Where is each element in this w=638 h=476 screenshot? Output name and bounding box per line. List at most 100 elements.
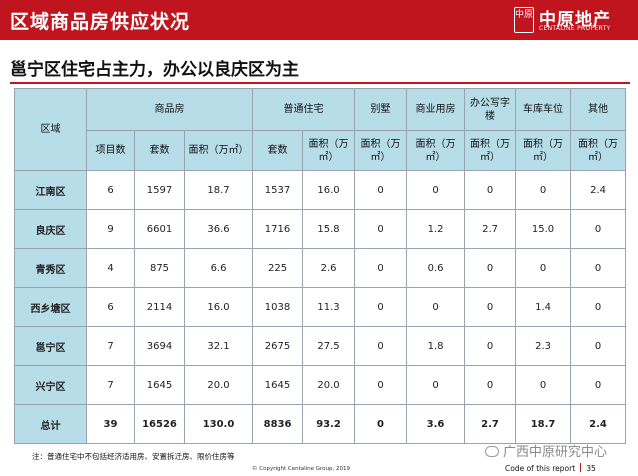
table-cell: 0 [406, 287, 466, 327]
table-cell: 32.1 [183, 326, 254, 366]
total-row: 总计 39 16526 130.0 8836 93.2 0 3.6 2.7 18.7 2.4 [14, 404, 627, 444]
table-cell: 0 [515, 248, 572, 288]
table-row: 青秀区 4 875 6.6 225 2.6 0 0.6 0 0 0 [14, 248, 627, 288]
table-cell: 0 [354, 404, 408, 444]
table-cell: 2.7 [464, 209, 517, 249]
table-cell: 2.6 [302, 248, 356, 288]
header-commercial: 商业用房 [406, 88, 466, 131]
table-cell: 2.7 [464, 404, 517, 444]
footnote: 注：普通住宅中不包括经济适用房、安置拆迁房、限价住房等 [32, 452, 235, 461]
table-cell: 1.2 [406, 209, 466, 249]
table-cell: 0 [406, 365, 466, 405]
table-cell: 7 [86, 326, 135, 366]
subheader-cell: 面积（万㎡） [515, 130, 572, 171]
table-cell: 1645 [252, 365, 304, 405]
table-cell: 0 [515, 170, 572, 210]
table-cell: 16.0 [302, 170, 356, 210]
table-cell: 875 [134, 248, 185, 288]
table-cell: 0 [570, 365, 627, 405]
table-cell: 0 [570, 326, 627, 366]
centaline-logo: 中原 中原地产 CENTALINE PROPERTY [514, 5, 632, 35]
table-row: 良庆区 9 6601 36.6 1716 15.8 0 1.2 2.7 15.0 0 [14, 209, 627, 249]
table-cell: 4 [86, 248, 135, 288]
table-cell: 225 [252, 248, 304, 288]
logo-cn-text: 中原地产 [539, 10, 611, 30]
table-cell: 0 [570, 248, 627, 288]
table-cell: 16526 [134, 404, 185, 444]
table-cell: 6 [86, 287, 135, 327]
page-number: 35 [586, 464, 596, 473]
table-cell: 0.6 [406, 248, 466, 288]
header-ordinary: 普通住宅 [252, 88, 356, 131]
table-cell: 2675 [252, 326, 304, 366]
divider [10, 82, 630, 84]
table-cell: 6601 [134, 209, 185, 249]
header-villa: 别墅 [354, 88, 408, 131]
header-row: 区域 商品房 普通住宅 别墅 商业用房 办公写字楼 车库车位 其他 [14, 88, 627, 171]
header-garage: 车库车位 [515, 88, 572, 131]
wechat-icon [485, 446, 499, 457]
header-region: 区域 [14, 88, 87, 171]
subheader-cell: 面积（万㎡） [354, 130, 408, 171]
table-cell: 27.5 [302, 326, 356, 366]
table-cell: 15.8 [302, 209, 356, 249]
row-region: 兴宁区 [14, 365, 87, 405]
table-cell: 18.7 [515, 404, 572, 444]
table-cell: 39 [86, 404, 135, 444]
title-bar: 区域商品房供应状况 中原 中原地产 CENTALINE PROPERTY [0, 0, 638, 40]
subheader-cell: 项目数 [86, 130, 135, 171]
table-cell: 1645 [134, 365, 185, 405]
table-cell: 130.0 [183, 404, 254, 444]
row-region: 西乡塘区 [14, 287, 87, 327]
header-other: 其他 [570, 88, 627, 131]
table-cell: 9 [86, 209, 135, 249]
table-cell: 1716 [252, 209, 304, 249]
table-cell: 0 [354, 170, 408, 210]
table-cell: 0 [354, 248, 408, 288]
table-cell: 11.3 [302, 287, 356, 327]
header-commodity: 商品房 [85, 88, 254, 131]
table-cell: 1.8 [406, 326, 466, 366]
table-row: 兴宁区 7 1645 20.0 1645 20.0 0 0 0 0 0 [14, 365, 627, 405]
slide-subtitle: 邕宁区住宅占主力，办公以良庆区为主 [10, 60, 299, 80]
table-cell: 2.4 [570, 404, 627, 444]
table-cell: 15.0 [515, 209, 572, 249]
table-cell: 0 [570, 287, 627, 327]
table-cell: 0 [354, 326, 408, 366]
table-row: 江南区 6 1597 18.7 1537 16.0 0 0 0 0 2.4 [14, 170, 627, 210]
table-cell: 1.4 [515, 287, 572, 327]
table-cell: 2.3 [515, 326, 572, 366]
table-cell: 6 [86, 170, 135, 210]
supply-table: 区域 商品房 普通住宅 别墅 商业用房 办公写字楼 车库车位 其他 项目数 套数面… [14, 88, 627, 444]
table-cell: 0 [464, 365, 517, 405]
table-cell: 6.6 [183, 248, 254, 288]
table-cell: 1537 [252, 170, 304, 210]
table-cell: 0 [570, 209, 627, 249]
table-cell: 16.0 [183, 287, 254, 327]
subheader-cell: 套数 [134, 130, 185, 171]
row-region: 良庆区 [14, 209, 87, 249]
row-region: 江南区 [14, 170, 87, 210]
table-cell: 0 [464, 287, 517, 327]
subheader-cell: 面积（万㎡） [302, 130, 356, 171]
table-cell: 1038 [252, 287, 304, 327]
subheader-cell: 面积（万㎡） [570, 130, 627, 171]
table-cell: 2.4 [570, 170, 627, 210]
page-title: 区域商品房供应状况 [10, 11, 191, 33]
table-cell: 0 [464, 248, 517, 288]
table-cell: 2114 [134, 287, 185, 327]
page-footer: Code of this report 35 [505, 463, 596, 473]
copyright-text: © Copyright Centaline Group, 2019 [252, 466, 351, 472]
row-region: 邕宁区 [14, 326, 87, 366]
table-cell: 36.6 [183, 209, 254, 249]
header-office: 办公写字楼 [464, 88, 517, 131]
table-cell: 0 [464, 326, 517, 366]
logo-seal-icon: 中原 [514, 7, 534, 33]
subheader-cell: 面积（万㎡） [183, 130, 254, 171]
table-cell: 0 [406, 170, 466, 210]
table-cell: 20.0 [302, 365, 356, 405]
table-row: 邕宁区 7 3694 32.1 2675 27.5 0 1.8 0 2.3 0 [14, 326, 627, 366]
table-cell: 0 [354, 365, 408, 405]
row-region: 青秀区 [14, 248, 87, 288]
table-cell: 18.7 [183, 170, 254, 210]
